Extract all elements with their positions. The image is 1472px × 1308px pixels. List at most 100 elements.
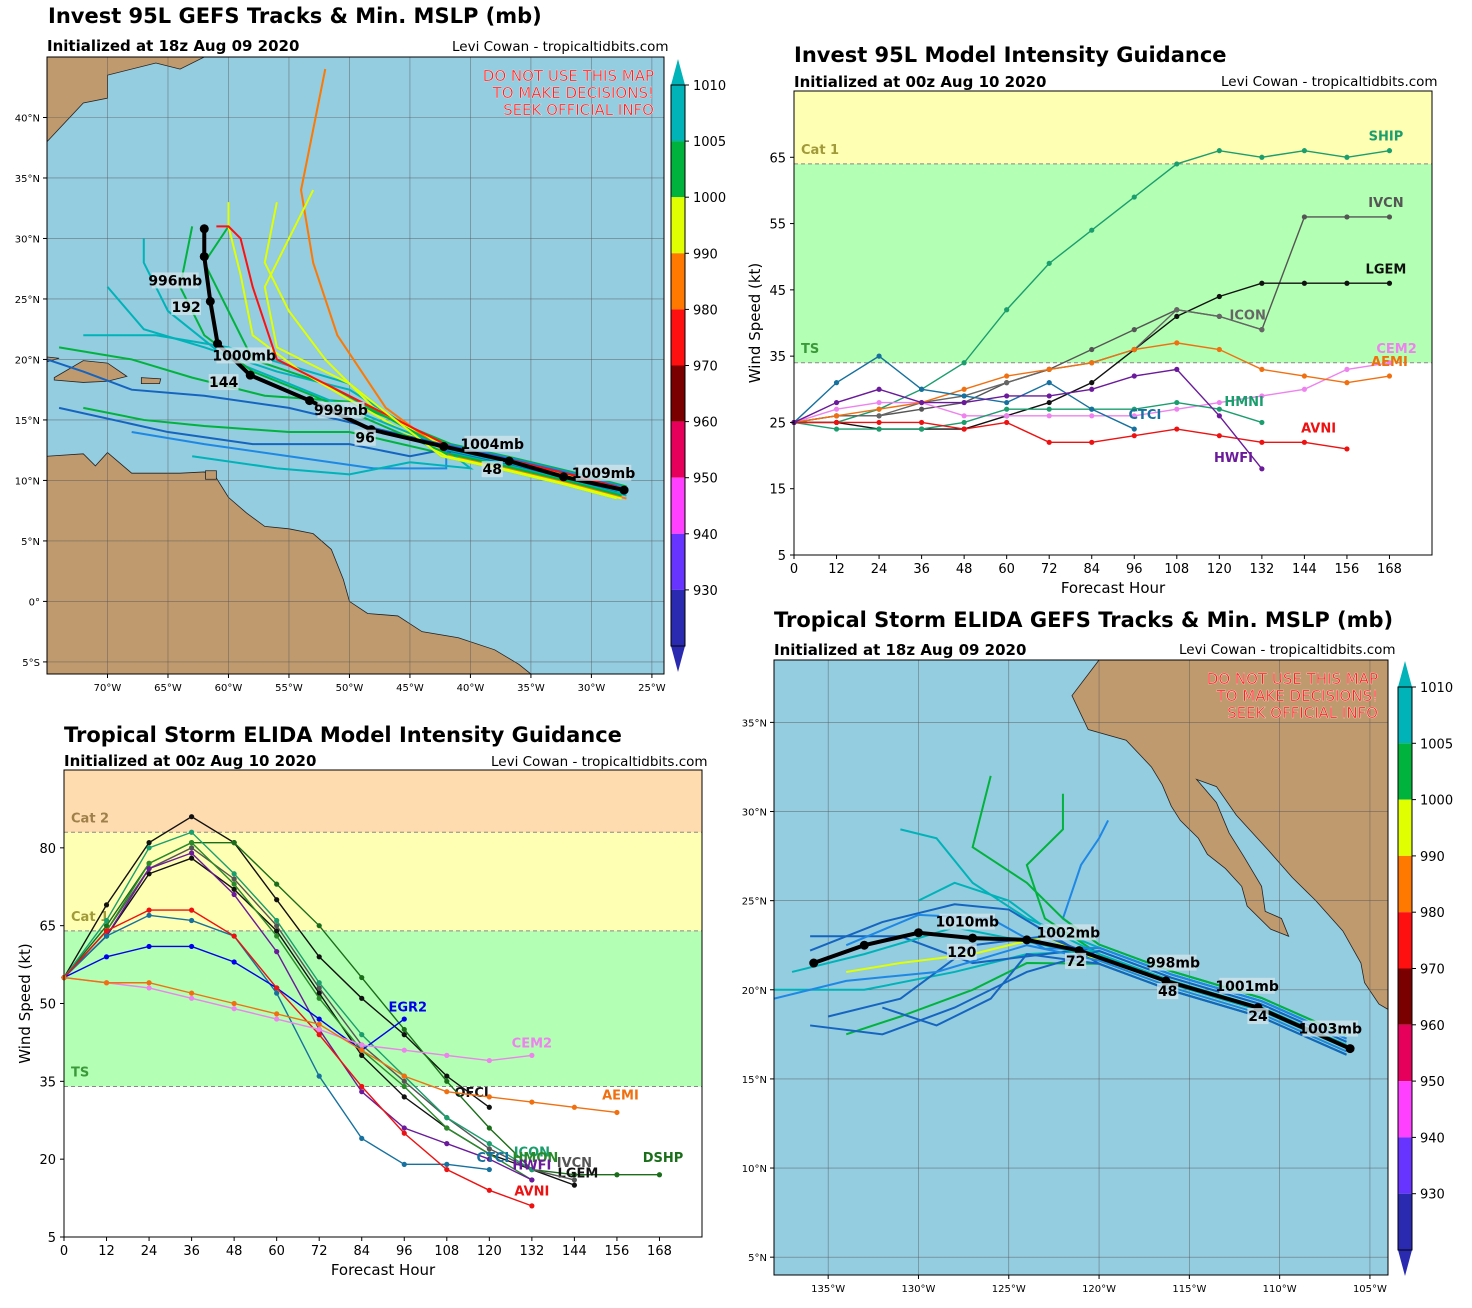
map1-colorbar-tick-label: 960 [693, 416, 718, 431]
map1-mean-track-point [559, 472, 569, 482]
map1-mean-track-point [205, 296, 215, 306]
chart2-series-point [359, 1135, 365, 1142]
chart1-series-point [1259, 366, 1265, 372]
map2-colorbar-segment [1398, 799, 1412, 856]
map2-lat-tick-label: 20°N [742, 986, 767, 997]
chart2-series-point [274, 1011, 280, 1017]
chart2-band-label: Cat 2 [71, 811, 109, 826]
chart1-series-point [1301, 148, 1307, 154]
chart2-series-point [486, 1141, 492, 1147]
chart2-series-point [189, 943, 195, 950]
chart1-series-point [1344, 280, 1350, 286]
chart2-series-point [146, 943, 152, 950]
map1-warning-line: DO NOT USE THIS MAP [483, 67, 654, 85]
chart1-series-point [1344, 380, 1350, 386]
chart2-series-point [274, 933, 280, 939]
map2-pressure-label: 1010mb [935, 915, 999, 931]
chart2-series-point [401, 1047, 407, 1053]
map1-label-box [317, 401, 365, 418]
map1-colorbar-tick-label: 1010 [693, 79, 726, 94]
map1-ensemble-track [131, 431, 622, 488]
chart1-series-point [961, 399, 967, 406]
map1-mean-track-point [305, 396, 315, 406]
map1-label-box [216, 347, 272, 364]
chart1-series-point [1216, 313, 1222, 319]
chart2-series-point [146, 860, 152, 866]
chart2-series-point [444, 1161, 450, 1167]
map1-colorbar-tick-label: 970 [693, 360, 718, 375]
chart2-series-point [231, 1000, 237, 1007]
chart1-series-point [1089, 380, 1095, 386]
chart2-series-point [359, 974, 365, 981]
map2-mean-track-point [809, 958, 819, 968]
map2-frame [773, 659, 1389, 1276]
chart1-series-point [876, 406, 882, 412]
map1-ensemble-track [216, 225, 627, 491]
chart1-series-label: AVNI [1301, 421, 1336, 436]
map1-label-box [481, 461, 503, 478]
chart1-series-label: AEMI [1371, 355, 1408, 370]
chart1-series-point [1216, 293, 1222, 300]
chart1-series-point [1004, 419, 1010, 426]
chart2-series-point [316, 985, 322, 991]
map1-landmass [205, 470, 217, 480]
map1-mean-track-point [439, 442, 449, 452]
map2-label-box [1302, 1020, 1359, 1037]
chart2-series-point [316, 1032, 322, 1038]
map2-colorbar-tick-label: 940 [1420, 1131, 1445, 1146]
map1-landmass [47, 57, 206, 143]
map1-lat-tick-label: 5°N [21, 537, 40, 548]
chart1-series-point [1004, 373, 1010, 379]
chart1-series-point [1174, 399, 1180, 406]
chart2-series-point [486, 1166, 492, 1173]
chart1-series-point [1301, 280, 1307, 286]
map1-colorbar-tick-label: 980 [693, 303, 718, 318]
chart2-series-point [571, 1172, 578, 1178]
chart1-series-point [1004, 393, 1010, 399]
chart2-series-point [231, 1006, 237, 1012]
chart2-title: Tropical Storm ELIDA Model Intensity Gui… [64, 723, 622, 747]
chart1-x-tick-label: 120 [1207, 562, 1232, 577]
map2-colorbar-segment [1398, 855, 1412, 913]
chart1-x-tick-label: 108 [1164, 562, 1189, 577]
chart2-y-axis-title: Wind Speed (kt) [16, 943, 34, 1064]
chart2-series-line [63, 831, 533, 1171]
map2-title: Tropical Storm ELIDA GEFS Tracks & Min. … [774, 608, 1394, 632]
map1-colorbar-tick-label: 1005 [693, 135, 726, 150]
chart1-series-point [1386, 373, 1393, 379]
chart2-series-point [103, 933, 110, 939]
map2-mean-track-point [1022, 935, 1032, 945]
map1-plot: 1009mb 1004mb 48 999mb 96 1000mb 144 996mb 192 DO… [15, 56, 726, 694]
chart2-series-point [486, 1094, 492, 1100]
chart1-series-point [1131, 327, 1137, 333]
chart2-series-point [231, 871, 237, 877]
chart1-y-tick-label: 55 [769, 218, 786, 233]
chart2-credit: Levi Cowan - tropicaltidbits.com [491, 754, 708, 770]
map2-pressure-label: 120 [947, 945, 976, 961]
chart2-series-point [486, 1146, 492, 1152]
chart1-band [794, 91, 1432, 164]
chart1-series-point [1386, 214, 1393, 220]
chart2-x-tick-label: 96 [396, 1244, 413, 1259]
map2-pressure-label: 24 [1248, 1009, 1268, 1025]
map2-credit: Levi Cowan - tropicaltidbits.com [1179, 642, 1396, 658]
map2-colorbar-tick-label: 970 [1420, 963, 1445, 978]
map1-warning-line: TO MAKE DECISIONS! [492, 84, 654, 102]
chart2-series-point [103, 928, 110, 934]
map1-mean-track-point [504, 456, 514, 466]
chart2-x-tick-label: 36 [183, 1244, 200, 1259]
chart2-series-point [103, 980, 110, 986]
chart2-series-point [189, 995, 195, 1001]
map1-lon-tick-label: 50°W [336, 683, 364, 694]
chart1-series-point [1386, 360, 1393, 366]
chart2-series-point [231, 959, 237, 965]
map2-colorbar-tick-label: 1010 [1420, 681, 1453, 696]
map1-label-box [151, 272, 199, 289]
chart2-series-point [274, 1016, 280, 1022]
chart1-series-point [1089, 413, 1095, 419]
chart2-series-point [359, 1047, 365, 1053]
chart1-series-point [876, 399, 882, 406]
map2-label-box [1157, 983, 1179, 1000]
chart1-series-point [1344, 214, 1350, 220]
